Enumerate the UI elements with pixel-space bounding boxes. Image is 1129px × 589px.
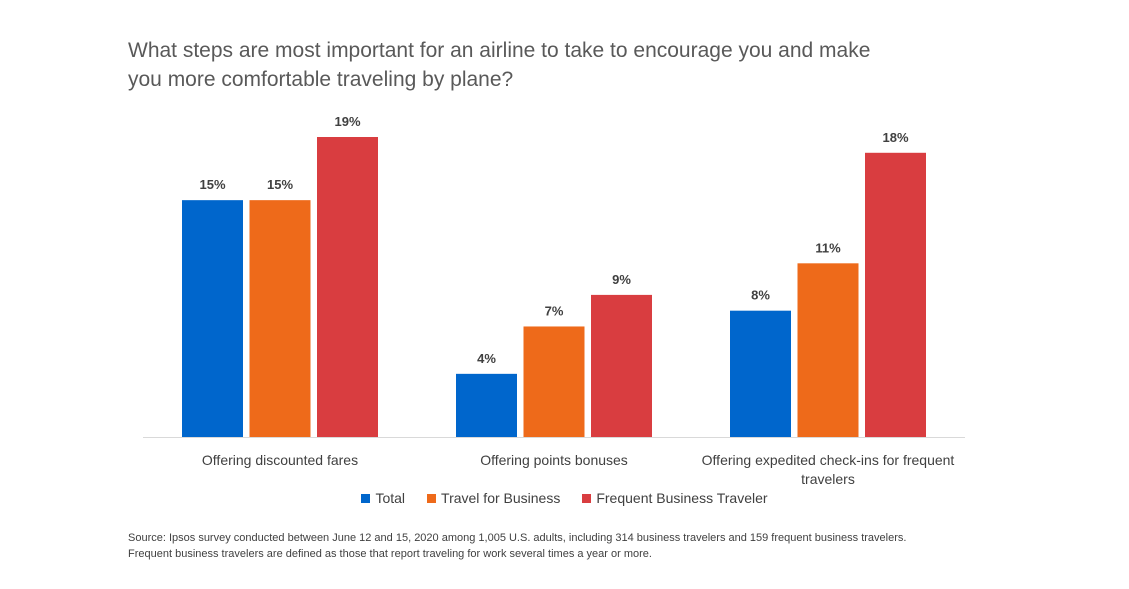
bar-frequent-business-traveler-2 <box>591 294 652 437</box>
data-label-total-3: 8% <box>751 288 770 303</box>
source-line-2: Frequent business travelers are defined … <box>128 548 652 560</box>
data-label-frequent-business-traveler-2: 9% <box>612 272 631 287</box>
chart-title-line-1: What steps are most important for an air… <box>128 39 871 62</box>
category-label-1: Offering discounted fares <box>202 452 358 468</box>
bars-layer <box>182 137 926 437</box>
legend-item-total: Total <box>361 490 405 506</box>
data-label-total-1: 15% <box>199 177 225 192</box>
category-labels-layer: Offering discounted fares Offering points… <box>202 452 955 487</box>
data-label-frequent-business-traveler-3: 18% <box>882 130 908 145</box>
chart-title: What steps are most important for an air… <box>128 36 948 94</box>
bar-travel-for-business-1 <box>249 200 311 437</box>
legend-item-travel-for-business: Travel for Business <box>427 490 560 506</box>
data-label-frequent-business-traveler-1: 19% <box>334 114 360 129</box>
labels-layer: 15% 15% 19% 4% 7% 9% 8% 11% 18% <box>199 114 908 366</box>
legend-label-total: Total <box>375 490 406 506</box>
data-label-travel-for-business-1: 15% <box>267 177 293 192</box>
legend-label-frequent-business-traveler: Frequent Business Traveler <box>596 490 768 506</box>
legend-label-travel-for-business: Travel for Business <box>441 490 561 506</box>
category-label-3: Offering expedited check-ins for frequen… <box>702 452 955 468</box>
source-note: Source: Ipsos survey conducted between J… <box>128 530 1028 562</box>
legend: Total Travel for Business Frequent Busin… <box>0 490 1129 506</box>
category-label-2: Offering points bonuses <box>480 452 628 468</box>
bar-total-1 <box>182 200 243 437</box>
bar-total-2 <box>456 373 517 437</box>
legend-swatch-travel-for-business <box>427 493 437 503</box>
data-label-travel-for-business-3: 11% <box>815 240 841 255</box>
legend-swatch-frequent-business-traveler <box>582 493 592 503</box>
data-label-total-2: 4% <box>477 351 496 366</box>
bar-total-3 <box>730 310 791 437</box>
data-label-travel-for-business-2: 7% <box>545 303 564 318</box>
bar-frequent-business-traveler-1 <box>317 137 378 437</box>
category-label-3-line-2: travelers <box>801 471 855 487</box>
chart-title-line-2: you more comfortable traveling by plane? <box>128 68 514 91</box>
legend-item-frequent-business-traveler: Frequent Business Traveler <box>582 490 768 506</box>
legend-swatch-total <box>361 493 371 503</box>
source-line-1: Source: Ipsos survey conducted between J… <box>128 532 907 544</box>
bar-travel-for-business-3 <box>797 263 859 437</box>
bar-frequent-business-traveler-3 <box>865 152 926 437</box>
bar-travel-for-business-2 <box>523 326 585 437</box>
